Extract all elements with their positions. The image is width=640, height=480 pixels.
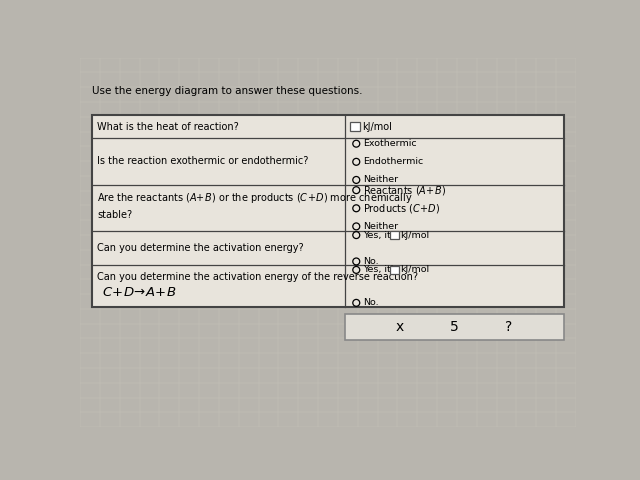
Text: What is the heat of reaction?: What is the heat of reaction?	[97, 121, 239, 132]
Text: Endothermic: Endothermic	[363, 157, 423, 166]
Text: kJ/mol: kJ/mol	[401, 230, 429, 240]
Text: Can you determine the activation energy of the reverse reaction?: Can you determine the activation energy …	[97, 272, 419, 282]
Text: Can you determine the activation energy?: Can you determine the activation energy?	[97, 243, 304, 253]
Text: Neither: Neither	[363, 175, 398, 184]
Text: kJ/mol: kJ/mol	[362, 121, 392, 132]
Text: Yes, it's: Yes, it's	[363, 265, 401, 275]
Text: Yes, it's: Yes, it's	[363, 230, 401, 240]
Text: Neither: Neither	[363, 222, 398, 231]
Text: 5: 5	[450, 321, 459, 335]
Text: kJ/mol: kJ/mol	[401, 265, 429, 275]
Text: $C\!+\!D\!\rightarrow\!A\!+\!B$: $C\!+\!D\!\rightarrow\!A\!+\!B$	[102, 286, 177, 299]
Text: No.: No.	[363, 299, 378, 307]
Text: Is the reaction exothermic or endothermic?: Is the reaction exothermic or endothermi…	[97, 156, 308, 167]
Text: Are the reactants $(A\!+\!B)$ or the products $(C\!+\!D)$ more chemically: Are the reactants $(A\!+\!B)$ or the pro…	[97, 191, 413, 204]
Bar	[346, 314, 564, 340]
Text: stable?: stable?	[97, 210, 132, 220]
Text: Reactants $(A\!+\!B)$: Reactants $(A\!+\!B)$	[363, 184, 445, 197]
Bar	[92, 115, 564, 307]
Bar	[350, 122, 360, 132]
Bar	[390, 266, 399, 274]
Text: Use the energy diagram to answer these questions.: Use the energy diagram to answer these q…	[92, 86, 363, 96]
Text: ?: ?	[506, 321, 513, 335]
Text: Products $(C\!+\!D)$: Products $(C\!+\!D)$	[363, 202, 440, 215]
Text: Exothermic: Exothermic	[363, 139, 417, 148]
Text: No.: No.	[363, 257, 378, 266]
Text: x: x	[396, 321, 404, 335]
Bar	[390, 231, 399, 239]
